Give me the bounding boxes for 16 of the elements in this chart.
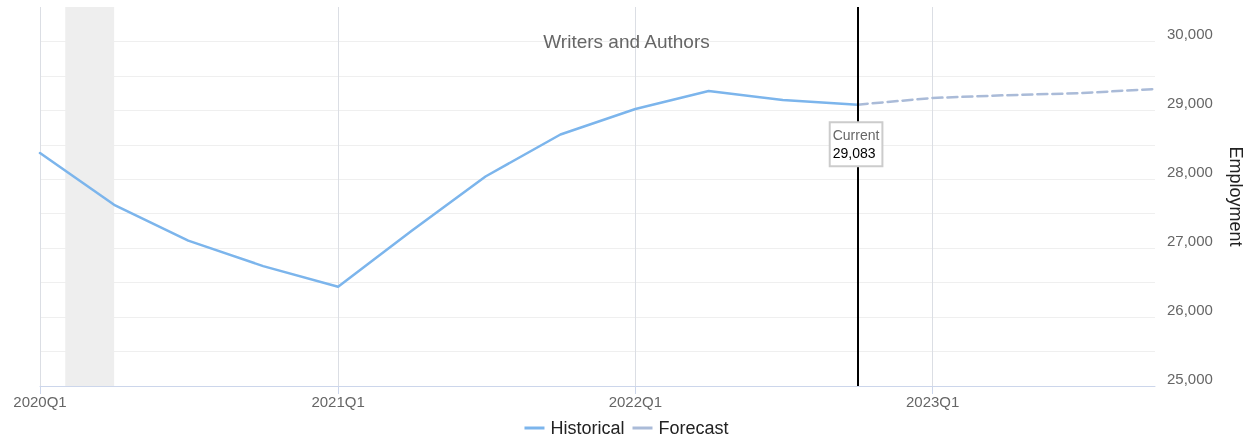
x-tick-label: 2022Q1 bbox=[608, 393, 663, 410]
x-tick-label: 2020Q1 bbox=[13, 393, 67, 410]
y-tick-label: 25,000 bbox=[1167, 370, 1213, 387]
annotation: 29,083 bbox=[832, 145, 876, 162]
y-tick-label: 30,000 bbox=[1167, 25, 1213, 43]
legend-label: Historical bbox=[550, 418, 625, 438]
ref-line-label: Current bbox=[832, 127, 880, 144]
y-tick-label: 26,000 bbox=[1167, 301, 1213, 319]
y-tick-label: 29,000 bbox=[1167, 94, 1213, 112]
x-tick-label: 2021Q1 bbox=[311, 393, 365, 410]
y-tick-label: 28,000 bbox=[1167, 163, 1213, 181]
x-tick-label: 2023Q1 bbox=[905, 393, 960, 410]
y-axis-title: Employment bbox=[1226, 146, 1246, 247]
legend-label: Forecast bbox=[658, 418, 729, 438]
text: Writers and Authors bbox=[543, 31, 710, 52]
y-tick-label: 27,000 bbox=[1167, 232, 1213, 250]
